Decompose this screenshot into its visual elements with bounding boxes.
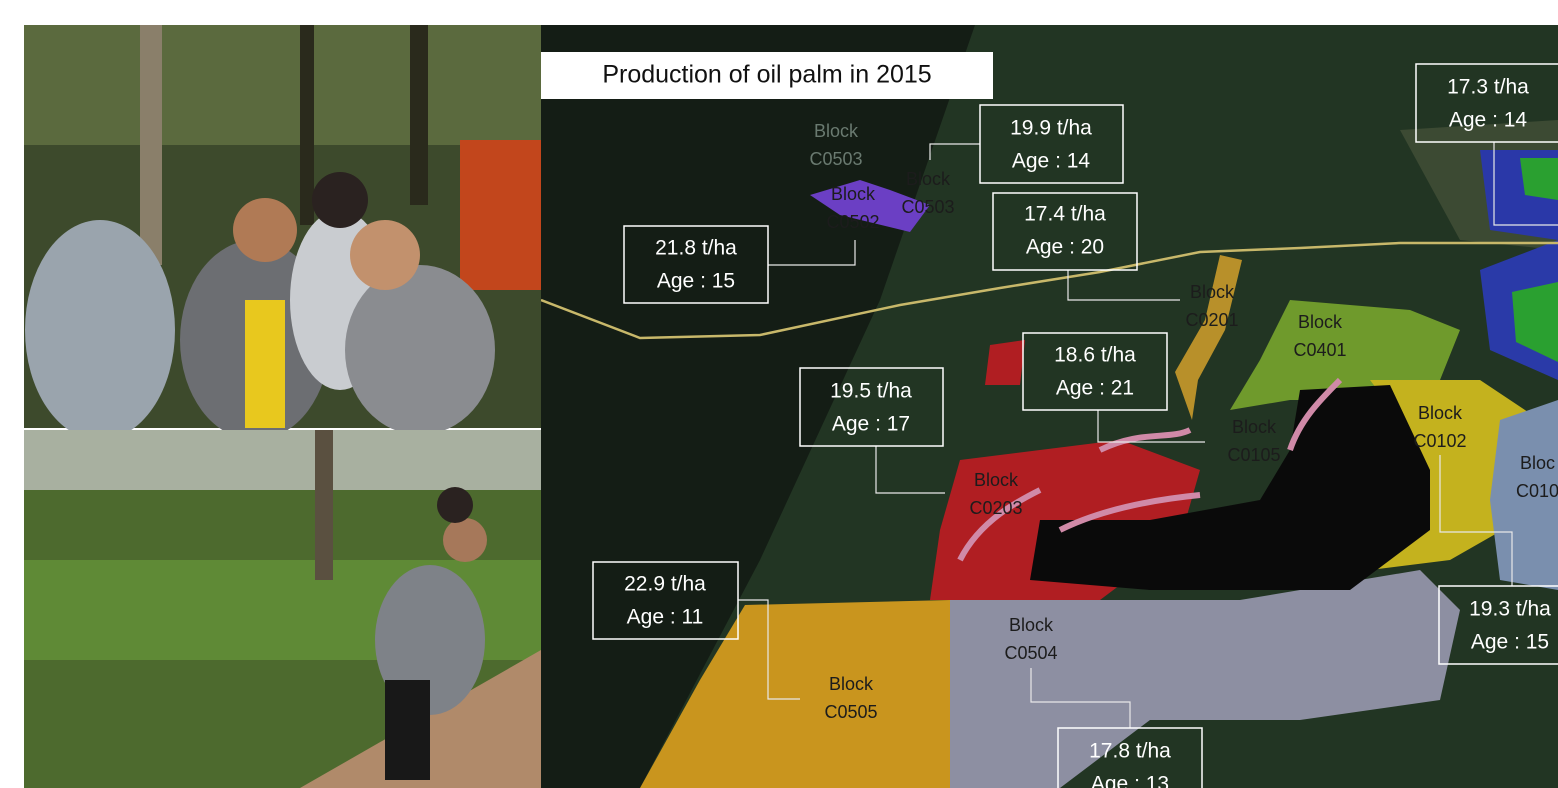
block-label: Block	[814, 121, 859, 141]
age: Age : 15	[1471, 631, 1549, 654]
yield: 17.4 t/ha	[1024, 203, 1106, 226]
age: Age : 20	[1026, 236, 1104, 259]
age: Age : 13	[1091, 773, 1169, 788]
block-label: C0503	[901, 197, 954, 217]
yield: 18.6 t/ha	[1054, 344, 1136, 367]
block-label: C0503	[809, 149, 862, 169]
age: Age : 14	[1449, 109, 1528, 132]
block-label: Block	[831, 184, 876, 204]
yield: 19.5 t/ha	[830, 380, 912, 403]
yield: 22.9 t/ha	[624, 573, 706, 596]
age: Age : 11	[627, 606, 704, 629]
block-label: Block	[1298, 312, 1343, 332]
yield: 21.8 t/ha	[655, 237, 737, 260]
block-label: C0102	[1413, 431, 1466, 451]
block-label: Block	[1232, 417, 1277, 437]
block-label: C0502	[826, 212, 879, 232]
block-label: Block	[906, 169, 951, 189]
block-label: Block	[829, 674, 874, 694]
block-label: Block	[1190, 282, 1235, 302]
age: Age : 15	[657, 270, 735, 293]
yield: 17.8 t/ha	[1089, 740, 1171, 763]
block-label: C0505	[824, 702, 877, 722]
photo-bottom	[24, 430, 541, 788]
map: Production of oil palm in 2015 Block C05…	[541, 25, 1558, 788]
age: Age : 21	[1056, 377, 1134, 400]
title: Production of oil palm in 2015	[602, 61, 931, 89]
photo-top	[24, 25, 541, 440]
block-label: Bloc	[1520, 453, 1555, 473]
block-label: C0201	[1185, 310, 1238, 330]
block-label: Block	[1009, 615, 1054, 635]
figure: Production of oil palm in 2015 Block C05…	[0, 0, 1558, 788]
block-label: C0504	[1004, 643, 1057, 663]
block-label: C0203	[969, 498, 1022, 518]
yield: 19.9 t/ha	[1010, 117, 1092, 140]
block-label: Block	[974, 470, 1019, 490]
yield: 19.3 t/ha	[1469, 598, 1551, 621]
block-label: C0401	[1293, 340, 1346, 360]
age: Age : 14	[1012, 150, 1091, 173]
block-label: C010	[1516, 481, 1558, 501]
block-label: C0105	[1227, 445, 1280, 465]
block-label: Block	[1418, 403, 1463, 423]
yield: 17.3 t/ha	[1447, 76, 1529, 99]
age: Age : 17	[832, 413, 910, 436]
